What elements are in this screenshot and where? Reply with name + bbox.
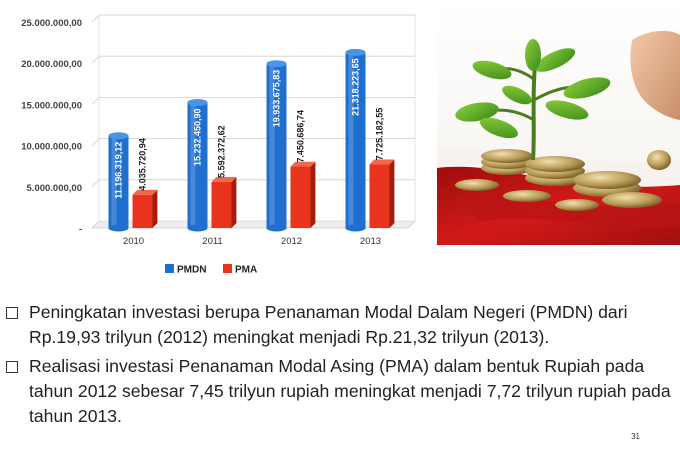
page-number: 31 [631, 432, 640, 441]
legend-label: PMA [235, 265, 257, 276]
bullet-list: Peningkatan investasi berupa Penanaman M… [6, 300, 671, 433]
pma-value-label: 7.450.686,74 [296, 110, 306, 163]
pma-bar-side [310, 161, 316, 228]
pmdn-bar [266, 63, 287, 229]
pmdn-bar-base [266, 224, 287, 232]
pma-bar-top [290, 161, 316, 167]
bullet-item: Peningkatan investasi berupa Penanaman M… [6, 300, 671, 350]
legend-label: PMDN [177, 265, 206, 276]
y-tick-label: 5.000.000,00 [27, 183, 82, 194]
pmdn-value-label: 15.232.450,90 [193, 108, 203, 166]
bar-highlight [269, 63, 275, 229]
pma-bar [211, 181, 232, 228]
square-bullet-icon [6, 307, 18, 319]
pma-bar-top [211, 177, 237, 182]
gridline [91, 138, 415, 146]
pmdn-bar-top [108, 132, 129, 140]
legend-swatch [165, 264, 174, 273]
square-bullet-icon [6, 361, 18, 373]
gridline [91, 97, 415, 105]
y-tick-label: - [79, 224, 82, 235]
y-tick-label: 10.000.000,00 [21, 142, 82, 153]
pmdn-value-label: 19.933.675,83 [272, 70, 282, 128]
pmdn-bar-top [266, 60, 287, 68]
bar-highlight [348, 52, 354, 229]
pma-bar [132, 194, 153, 228]
y-tick-label: 20.000.000,00 [21, 59, 82, 70]
gridline [91, 14, 415, 23]
y-tick-label: 25.000.000,00 [21, 18, 82, 29]
x-tick-label: 2012 [281, 236, 302, 247]
growing-plant-coins-illustration [437, 0, 680, 245]
legend-swatch [223, 264, 232, 273]
bar-highlight [190, 102, 196, 228]
x-tick-label: 2013 [360, 236, 381, 247]
gridline [91, 55, 415, 64]
pma-value-label: 4.035.720,94 [138, 138, 148, 191]
bar-chart: - 5.000.000,00 10.000.000,00 15.000.000,00 2… [21, 14, 416, 276]
pmdn-bar [345, 52, 366, 229]
x-tick-label: 2011 [202, 236, 222, 247]
pmdn-value-label: 11.196.319,12 [114, 142, 124, 199]
pmdn-bar-base [345, 224, 366, 232]
pmdn-bar-base [108, 224, 129, 232]
pma-bar-side [389, 159, 395, 228]
y-tick-label: 15.000.000,00 [21, 100, 82, 111]
pmdn-bar [187, 102, 208, 228]
bullet-text: Realisasi investasi Penanaman Modal Asin… [29, 356, 671, 426]
pma-bar [369, 164, 390, 228]
pmdn-bar-base [187, 224, 208, 232]
pma-bar-side [231, 177, 237, 228]
pmdn-value-label: 21.318.223,65 [351, 58, 361, 116]
pma-value-label: 7.725.182,55 [375, 108, 385, 161]
pmdn-bar-top [187, 98, 208, 106]
pmdn-bar [108, 135, 129, 228]
pma-bar-top [369, 159, 395, 165]
pma-bar-side [152, 189, 158, 228]
bullet-item: Realisasi investasi Penanaman Modal Asin… [6, 354, 671, 429]
bar-highlight [111, 135, 117, 228]
bar-chart-panel: - 5.000.000,00 10.000.000,00 15.000.000,00 2… [0, 0, 437, 289]
pma-bar [290, 166, 311, 228]
pma-bar-top [132, 189, 158, 195]
x-tick-label: 2010 [123, 236, 144, 247]
bullet-text: Peningkatan investasi berupa Penanaman M… [29, 302, 628, 347]
pma-value-label: 5.592.372,62 [217, 125, 227, 178]
pmdn-bar-top [345, 48, 366, 56]
